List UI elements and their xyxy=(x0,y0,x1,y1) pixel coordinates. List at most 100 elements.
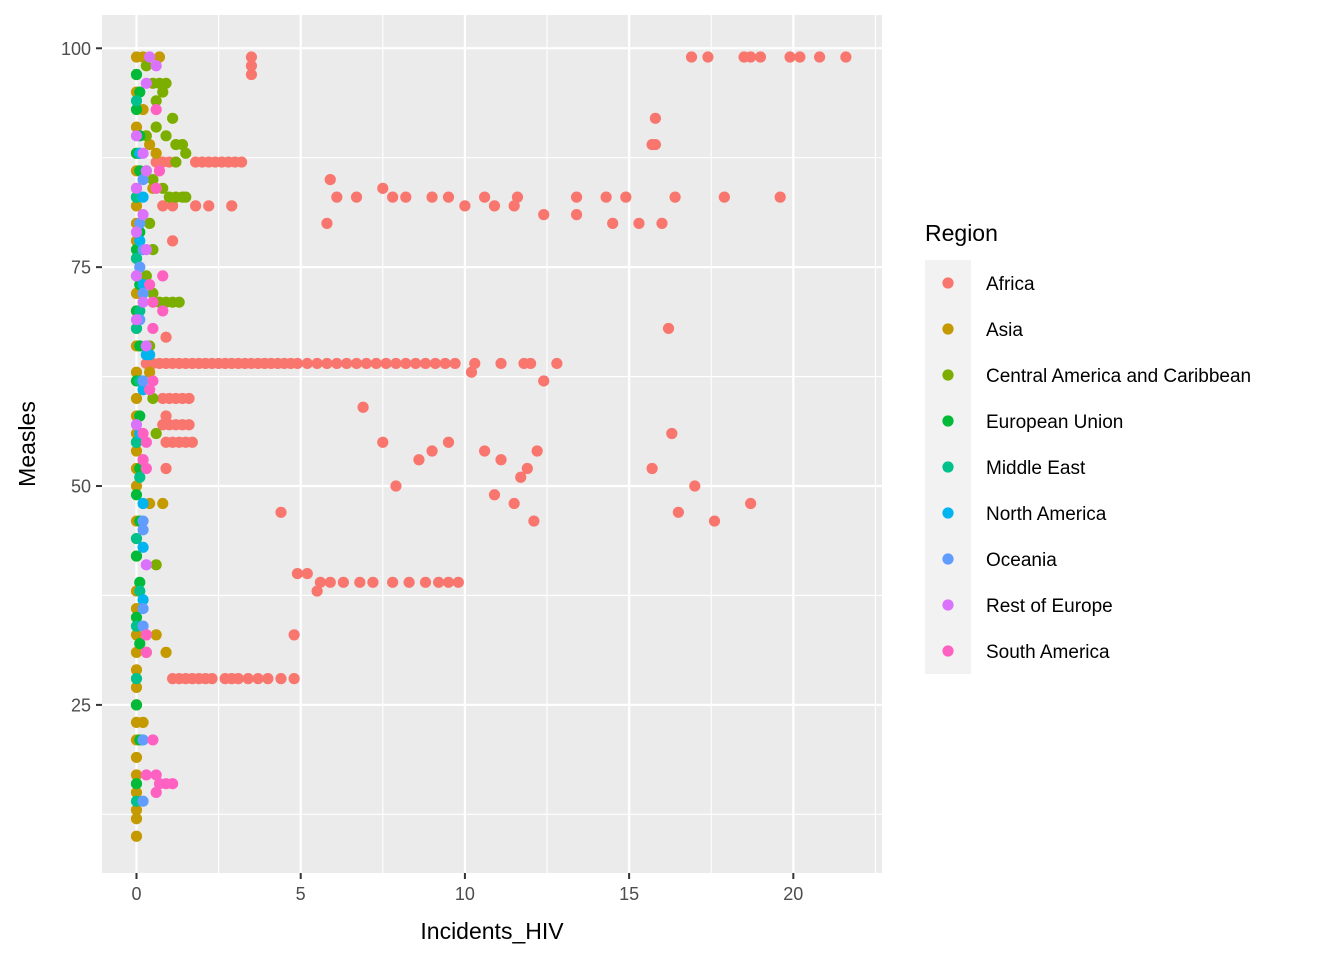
data-point xyxy=(288,629,300,641)
data-point xyxy=(672,506,684,518)
data-point xyxy=(150,769,162,781)
x-tick-label: 5 xyxy=(296,884,306,904)
data-point xyxy=(130,121,143,133)
data-point xyxy=(130,830,143,842)
data-point xyxy=(656,217,668,229)
data-point xyxy=(130,445,143,457)
legend-item: Asia xyxy=(942,320,1023,341)
data-point xyxy=(662,322,675,335)
data-point xyxy=(301,357,313,370)
legend-key xyxy=(942,645,954,657)
data-point xyxy=(167,200,179,212)
data-point xyxy=(173,296,185,308)
data-point xyxy=(150,427,162,440)
data-point xyxy=(137,497,149,510)
data-point xyxy=(150,121,162,133)
data-point xyxy=(147,322,159,335)
data-point xyxy=(140,769,152,781)
data-point xyxy=(607,217,619,229)
data-point xyxy=(130,778,143,790)
legend-label: Asia xyxy=(986,320,1023,341)
data-point xyxy=(245,68,258,81)
data-point xyxy=(377,436,389,448)
data-point xyxy=(321,217,333,229)
legend-key xyxy=(942,415,954,427)
data-point xyxy=(495,357,507,370)
data-point xyxy=(130,629,143,641)
data-point xyxy=(718,191,730,203)
data-point xyxy=(235,156,248,168)
data-point xyxy=(442,576,455,588)
data-point xyxy=(134,235,146,247)
y-tick-label: 75 xyxy=(71,258,91,278)
data-point xyxy=(130,200,143,212)
data-point xyxy=(130,130,143,142)
data-point xyxy=(134,217,146,229)
data-point xyxy=(130,68,143,81)
data-point xyxy=(130,480,143,492)
data-point xyxy=(153,165,166,177)
data-point xyxy=(137,427,149,440)
data-point xyxy=(134,410,146,422)
data-point xyxy=(324,173,336,186)
data-point xyxy=(137,375,149,387)
data-point xyxy=(479,445,491,457)
data-point xyxy=(301,567,313,580)
y-tick-label: 100 xyxy=(61,39,91,59)
data-point xyxy=(134,471,146,483)
data-point xyxy=(137,541,149,553)
data-point xyxy=(144,51,156,63)
data-point xyxy=(754,51,767,63)
data-point xyxy=(370,357,382,370)
data-point xyxy=(745,497,757,510)
data-point xyxy=(350,191,363,203)
data-point xyxy=(130,699,143,711)
legend-item: South America xyxy=(942,642,1110,663)
data-point xyxy=(137,602,149,615)
data-point xyxy=(702,51,714,63)
data-point xyxy=(170,156,182,168)
legend-label: Rest of Europe xyxy=(986,596,1113,617)
data-point xyxy=(840,51,852,63)
legend-key xyxy=(942,553,954,565)
legend-key xyxy=(942,323,954,335)
data-point xyxy=(646,462,658,475)
data-point xyxy=(140,462,152,475)
data-point xyxy=(137,147,149,159)
data-point xyxy=(144,384,156,396)
data-point xyxy=(337,576,349,588)
data-point xyxy=(538,375,550,387)
data-point xyxy=(130,813,143,825)
data-point xyxy=(144,217,156,229)
data-point xyxy=(311,585,323,597)
data-point xyxy=(357,401,369,413)
data-point xyxy=(147,375,159,387)
data-point xyxy=(469,357,481,370)
x-axis-title: Incidents_HIV xyxy=(420,918,564,944)
data-point xyxy=(140,77,152,89)
data-point xyxy=(140,646,152,658)
data-point xyxy=(137,594,149,606)
data-point xyxy=(551,357,563,370)
data-point xyxy=(130,182,143,194)
data-point xyxy=(144,279,156,291)
data-point xyxy=(685,51,698,63)
legend-label: European Union xyxy=(986,412,1123,433)
legend-item: European Union xyxy=(942,412,1123,433)
data-point xyxy=(400,357,412,370)
data-point xyxy=(134,305,146,317)
data-point xyxy=(130,314,143,326)
legend-label: Central America and Caribbean xyxy=(986,366,1251,387)
data-point xyxy=(814,51,826,63)
legend-item: Oceania xyxy=(942,550,1057,571)
data-point xyxy=(488,489,501,501)
data-point xyxy=(130,532,143,545)
data-point xyxy=(413,454,425,466)
data-point xyxy=(137,296,149,308)
data-point xyxy=(150,60,162,72)
data-point xyxy=(410,357,422,370)
data-point xyxy=(226,200,238,212)
data-point xyxy=(419,357,432,370)
data-point xyxy=(442,436,455,448)
data-point xyxy=(774,191,786,203)
